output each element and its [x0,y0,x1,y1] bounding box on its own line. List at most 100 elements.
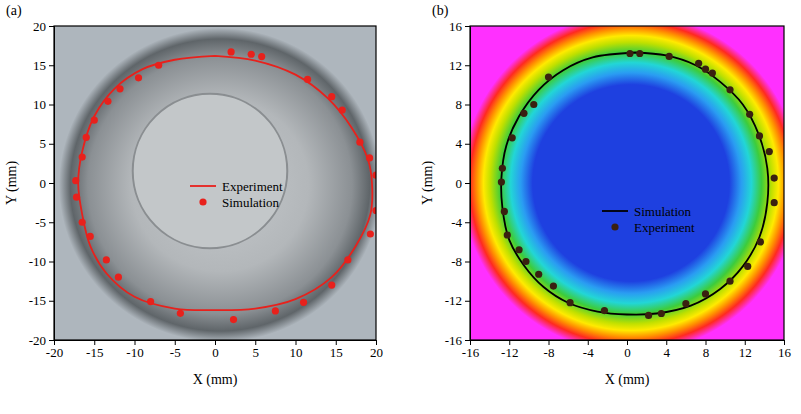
series-point [726,86,733,93]
tick: 10 [33,97,54,112]
series-point [509,134,516,141]
series-point [115,274,122,281]
tick-label: -15 [86,345,103,360]
tick-mark [465,183,470,184]
panel-label: (b) [432,3,449,19]
series-point [645,312,652,319]
legend-item: Experiment [611,220,695,235]
tick: -15 [29,293,54,308]
tick-label: 0 [40,176,47,191]
tick: -8 [451,254,470,269]
tick-mark [465,301,470,302]
tick-label: 10 [33,97,46,112]
tick-mark [49,26,54,27]
tick: -15 [86,340,103,360]
tick: -16 [462,340,480,360]
tick-label: 8 [456,97,463,112]
series-point [79,219,86,226]
series-point [709,70,716,77]
series-point [498,178,505,185]
series-point [367,230,374,237]
series-point [91,117,98,124]
legend-label: Simulation [222,195,280,210]
tick-mark [49,65,54,66]
series-point [87,233,94,240]
tick: 16 [449,19,470,34]
tick: 5 [253,340,260,360]
legend-label: Experiment [222,179,283,194]
tick-label: 15 [33,58,46,73]
series-point [626,50,633,57]
tick: -8 [544,340,555,360]
series-point [300,299,307,306]
tick-mark [49,105,54,106]
series-point [147,298,154,305]
tick: 8 [703,340,710,360]
tick: -5 [35,215,54,230]
tick: 16 [778,340,792,360]
series-point [545,73,552,80]
series-line [501,52,768,314]
series-point [756,132,763,139]
tick-label: 10 [290,345,303,360]
contour-field [470,26,784,340]
legend-item: Simulation [199,195,279,210]
tick: -4 [451,215,470,230]
series-point [702,290,709,297]
series-point [666,53,673,60]
series-point [83,134,90,141]
series-point [515,246,522,253]
tick-mark [465,65,470,66]
series-point [746,111,753,118]
legend-label: Simulation [634,204,692,219]
tick-mark [465,222,470,223]
tick-label: -16 [462,345,480,360]
legend-item: Simulation [602,204,692,219]
legend-swatch [611,223,618,230]
axis-line [49,27,55,341]
tick-label: 8 [703,345,710,360]
tick-mark [465,340,470,341]
tick-label: -15 [29,293,46,308]
series-point [702,66,709,73]
series-point [328,93,335,100]
tick: -10 [29,254,54,269]
series-line [78,56,372,310]
tick: -16 [445,333,470,348]
tick-label: -12 [501,345,518,360]
tick-label: 4 [664,345,671,360]
tick-label: -8 [451,254,462,269]
tick: 15 [33,58,54,73]
y-axis-title: Y (mm) [4,161,20,206]
tick-label: -20 [29,333,46,348]
series-point [499,165,506,172]
legend-label: Experiment [634,220,695,235]
plot-frame [54,26,376,340]
series-point [116,85,123,92]
series-point [356,139,363,146]
series-point [566,299,573,306]
series-point [682,300,689,307]
legend-item: Experiment [190,179,283,194]
tick-label: 0 [624,345,631,360]
tick-label: 5 [253,345,260,360]
tick-label: -10 [29,254,46,269]
tick: -4 [583,340,594,360]
plot-frame [470,26,784,340]
series-point [228,48,235,55]
tick-label: 5 [40,136,47,151]
series-point [272,307,279,314]
tick-mark [465,262,470,263]
legend-swatch [199,198,206,205]
tick-mark [465,26,470,27]
tick: -5 [170,340,181,360]
series-point [695,60,702,67]
series-point [535,271,542,278]
series-point [73,194,80,201]
tick: 8 [456,97,471,112]
tick-label: 4 [456,136,463,151]
tick: 0 [624,340,631,360]
tick-label: -5 [35,215,46,230]
tick: -20 [46,340,63,360]
series-point [135,74,142,81]
